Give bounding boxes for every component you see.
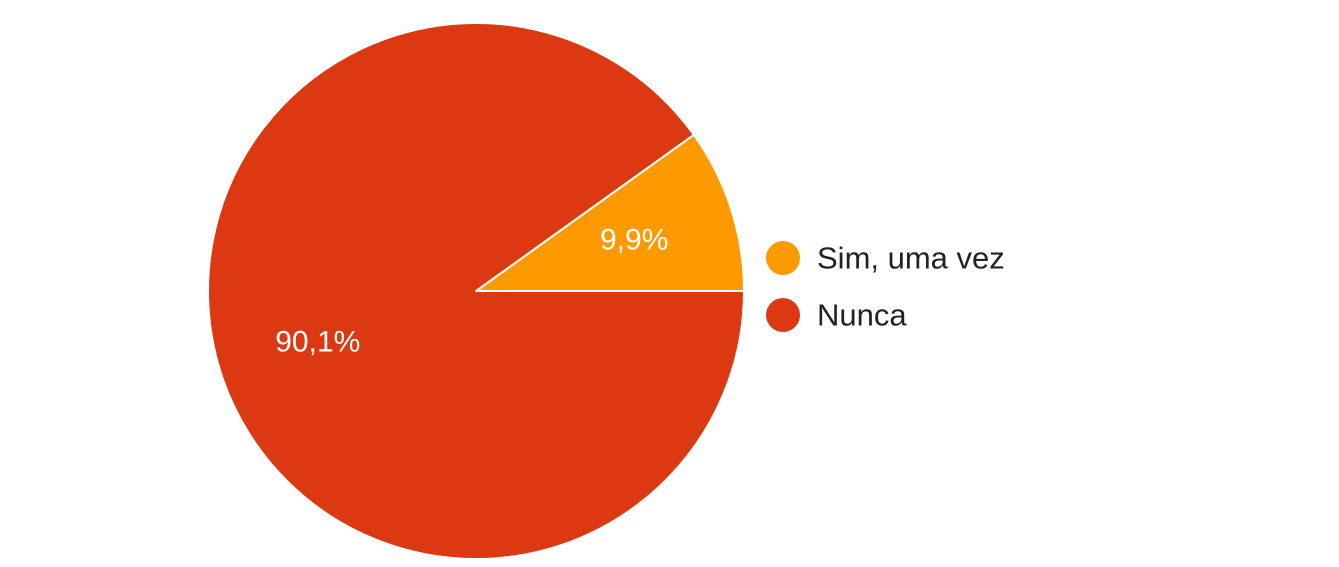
- pie-slice-labels: 9,9% 90,1%: [275, 224, 668, 359]
- pie-slice-nunca: [207, 22, 745, 561]
- slice-percent-label: 90,1%: [275, 325, 360, 358]
- legend: Sim, uma vez Nunca: [766, 241, 1005, 333]
- legend-item: Sim, uma vez: [766, 241, 1005, 276]
- legend-swatch: [766, 298, 800, 332]
- pie-slice-sim-uma-vez: [475, 133, 745, 292]
- legend-label: Nunca: [817, 298, 907, 333]
- legend-swatch: [766, 241, 800, 275]
- slice-percent-label: 9,9%: [600, 224, 668, 257]
- legend-item: Nunca: [766, 298, 907, 333]
- legend-label: Sim, uma vez: [817, 241, 1005, 276]
- pie-slices: [207, 22, 745, 561]
